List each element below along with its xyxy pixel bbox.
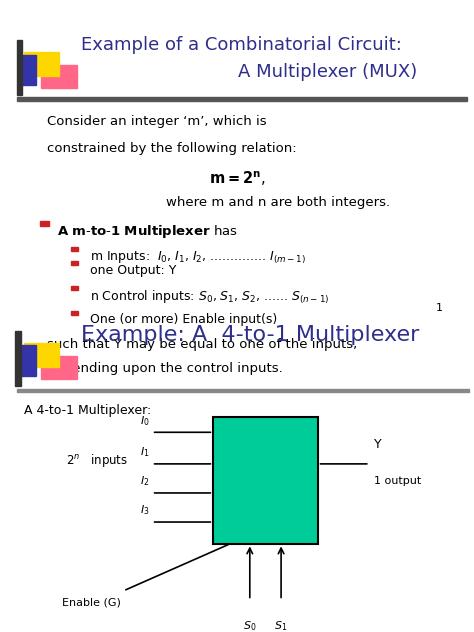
Text: where m and n are both integers.: where m and n are both integers. <box>166 196 390 209</box>
Text: $\mathbf{m = 2^n}$,: $\mathbf{m = 2^n}$, <box>209 169 265 188</box>
Bar <box>24 343 59 367</box>
Text: $I_3$: $I_3$ <box>140 504 149 517</box>
Text: One (or more) Enable input(s): One (or more) Enable input(s) <box>90 313 277 326</box>
Text: m Inputs:  $I_0$, $I_1$, $I_2$, .............. $I_{(m-1)}$: m Inputs: $I_0$, $I_1$, $I_2$, .........… <box>90 250 306 266</box>
Text: Consider an integer ‘m’, which is: Consider an integer ‘m’, which is <box>47 116 267 128</box>
Text: $I_1$: $I_1$ <box>140 446 149 459</box>
Text: $\mathbf{A\ m\text{-}to\text{-}1\ Multiplexer}$ has: $\mathbf{A\ m\text{-}to\text{-}1\ Multip… <box>57 222 238 240</box>
Bar <box>213 417 318 544</box>
Text: $I_2$: $I_2$ <box>140 475 149 488</box>
Text: $I_0$: $I_0$ <box>140 414 149 427</box>
Bar <box>71 286 78 290</box>
Text: Enable (G): Enable (G) <box>62 597 120 607</box>
Text: A Multiplexer (MUX): A Multiplexer (MUX) <box>238 63 417 81</box>
Text: Example of a Combinatorial Circuit:: Example of a Combinatorial Circuit: <box>81 36 401 54</box>
Text: 1: 1 <box>436 303 443 313</box>
Text: A 4-to-1 Multiplexer:: A 4-to-1 Multiplexer: <box>24 404 151 418</box>
Bar <box>18 345 36 376</box>
Bar <box>17 389 469 392</box>
Text: 1 output: 1 output <box>374 476 422 486</box>
Text: depending upon the control inputs.: depending upon the control inputs. <box>47 363 283 375</box>
Text: one Output: Y: one Output: Y <box>90 264 176 277</box>
Text: Y: Y <box>374 438 382 451</box>
Bar <box>71 247 78 252</box>
Text: such that Y may be equal to one of the inputs,: such that Y may be equal to one of the i… <box>47 337 358 351</box>
Bar <box>18 54 36 85</box>
Bar <box>41 65 77 88</box>
Text: $2^n$   inputs: $2^n$ inputs <box>66 453 128 469</box>
Bar <box>17 40 22 95</box>
Text: $S_1$: $S_1$ <box>274 619 288 632</box>
Text: constrained by the following relation:: constrained by the following relation: <box>47 142 297 155</box>
Bar <box>41 355 77 379</box>
Bar <box>71 310 78 315</box>
Bar <box>17 97 467 101</box>
Bar <box>71 261 78 265</box>
Text: $S_0$: $S_0$ <box>243 619 256 632</box>
Bar <box>15 331 21 386</box>
Text: Example: A  4-to-1 Multiplexer: Example: A 4-to-1 Multiplexer <box>81 325 419 346</box>
Bar <box>24 52 59 76</box>
Bar <box>40 221 49 226</box>
Text: n Control inputs: $S_0$, $S_1$, $S_2$, ...... $S_{(n-1)}$: n Control inputs: $S_0$, $S_1$, $S_2$, .… <box>90 288 329 305</box>
